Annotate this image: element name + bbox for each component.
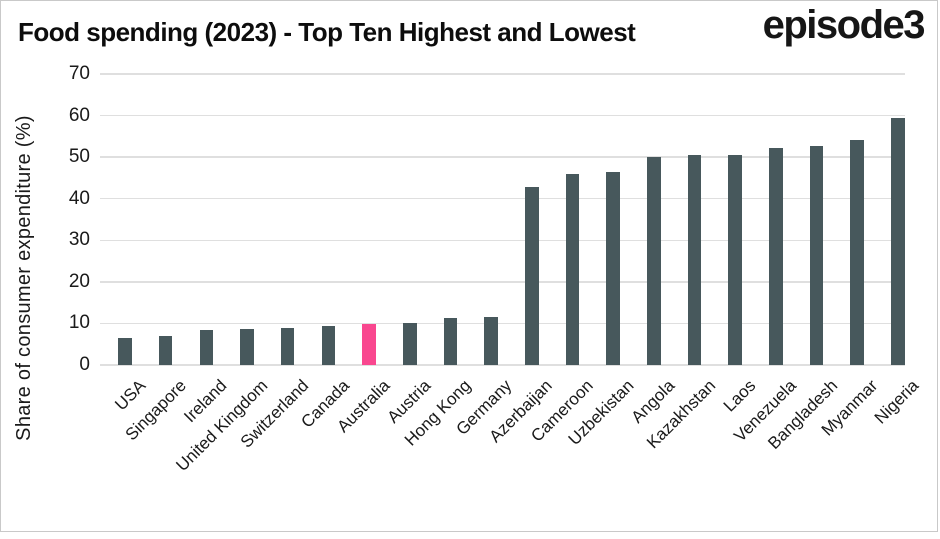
y-tick-label-70: 70 (68, 63, 90, 84)
bar-myanmar (850, 140, 864, 365)
y-tick-label-0: 0 (79, 354, 90, 375)
bar-nigeria (891, 118, 905, 365)
y-tick-label-60: 60 (68, 104, 90, 126)
bar-kazakhstan (687, 155, 702, 365)
gridline-70 (100, 73, 905, 75)
gridline-30 (100, 239, 905, 242)
y-tick-label-10: 10 (68, 312, 90, 334)
y-tick-label-30: 30 (68, 229, 90, 251)
bar-laos (728, 155, 742, 365)
bar-bangladesh (809, 145, 824, 365)
gridline-10 (100, 322, 905, 325)
bar-germany (484, 317, 498, 365)
gridline-50 (100, 156, 905, 158)
bar-azerbaijan (525, 187, 539, 365)
bar-uzbekistan (606, 171, 620, 365)
bar-angola (647, 156, 661, 365)
bar-united-kingdom (240, 329, 254, 365)
plot-area: 0 10 20 30 40 50 60 70 USA Singapore Ireland United… (1, 1, 937, 531)
gridline-0 (100, 364, 905, 366)
gridline-40 (100, 197, 905, 200)
gridline-60 (100, 114, 905, 117)
y-tick-label-20: 20 (68, 270, 90, 292)
bar-ireland (199, 329, 214, 365)
bar-australia (362, 323, 376, 365)
episode3-logo: episode3 (762, 3, 926, 47)
gridline-20 (100, 281, 905, 283)
bar-austria (403, 323, 417, 365)
bar-canada (321, 325, 336, 365)
bar-cameroon (565, 174, 580, 365)
bar-venezuela (769, 148, 783, 365)
bar-switzerland (280, 328, 295, 365)
y-tick-label-50: 50 (68, 146, 90, 168)
chart-title: Food spending (2023) - Top Ten Highest a… (18, 17, 636, 47)
bar-singapore (158, 336, 173, 365)
bar-usa (118, 337, 132, 365)
y-tick-label-40: 40 (68, 187, 90, 209)
x-tick-label-nigeria: Nigeria (870, 376, 923, 428)
bar-hong-kong (443, 317, 458, 365)
